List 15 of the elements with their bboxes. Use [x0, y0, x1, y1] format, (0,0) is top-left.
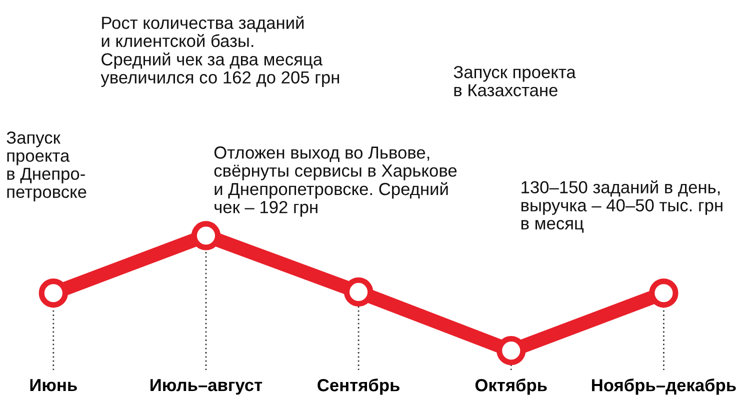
point	[191, 221, 221, 250]
text: Отложен выход во Львове, свёрнуты сервисы в Харькове и Днепропетровске. Средний чек – 192 грн	[214, 146, 457, 217]
point	[344, 277, 374, 307]
x-tick-label: Июнь	[30, 379, 77, 392]
x-tick-label: Июль–август	[150, 379, 262, 395]
text: Рост количества заданий и клиентской базы. Средний чек за два месяца увеличился со 162 до 205 грн	[100, 16, 339, 87]
point	[38, 278, 68, 308]
point	[649, 278, 678, 308]
point	[496, 336, 526, 366]
x-tick-label: Ноябрь–декабрь	[592, 378, 736, 395]
x-tick-label: Октябрь	[475, 378, 547, 395]
text: Запуск проекта в Днепро- петровске	[6, 132, 86, 202]
text: Запуск проекта в Казахстане	[454, 66, 576, 96]
text: 130–150 заданий в день, выручка – 40–50 тыс. грн в месяц	[521, 180, 722, 233]
x-tick-label: Сентябрь	[318, 378, 400, 395]
